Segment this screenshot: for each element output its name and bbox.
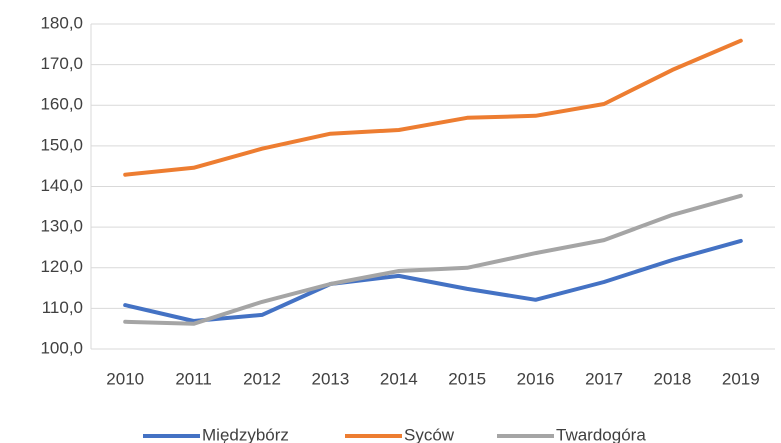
legend-label: Twardogóra: [556, 425, 646, 443]
y-tick-label: 120,0: [40, 257, 83, 276]
x-tick-label: 2018: [653, 369, 691, 388]
y-tick-label: 160,0: [40, 95, 83, 114]
y-tick-label: 180,0: [40, 13, 83, 32]
x-tick-label: 2019: [722, 369, 760, 388]
y-tick-label: 100,0: [40, 338, 83, 357]
x-tick-label: 2013: [311, 369, 349, 388]
series-line: [123, 238, 743, 323]
y-tick-label: 130,0: [40, 217, 83, 236]
x-tick-label: 2010: [106, 369, 144, 388]
x-tick-label: 2015: [448, 369, 486, 388]
x-tick-label: 2016: [517, 369, 555, 388]
y-tick-label: 110,0: [42, 298, 83, 317]
legend-label: Międzybórz: [202, 425, 289, 443]
series-line: [123, 38, 743, 177]
x-tick-label: 2012: [243, 369, 281, 388]
x-tick-label: 2017: [585, 369, 623, 388]
x-tick-label: 2014: [380, 369, 418, 388]
y-tick-label: 140,0: [40, 176, 83, 195]
legend-label: Syców: [404, 425, 455, 443]
x-tick-label: 2011: [175, 369, 212, 388]
series-line: [123, 193, 743, 326]
y-tick-label: 150,0: [40, 135, 83, 154]
y-tick-label: 170,0: [40, 54, 83, 73]
